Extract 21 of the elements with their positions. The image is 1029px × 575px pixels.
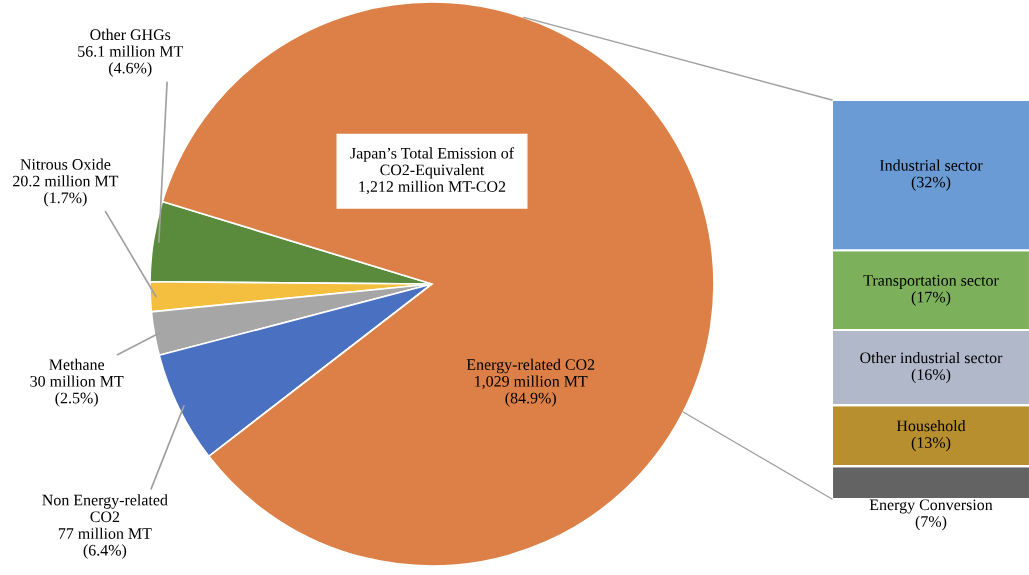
data-label: (16%) [911,368,951,384]
data-label: 20.2 million MT (1.7%) [13,175,119,207]
data-label: (17%) [911,291,951,306]
series-label: Energy Conversion [869,499,993,514]
series-label: Transportation sector [863,275,999,289]
series-label: Household [896,420,966,432]
data-label: 30 million MT (2.5%) [30,375,124,407]
slice-label: Non Energy-related CO2 [42,494,168,523]
text: Japan’s Total Emission of CO2-Equivalent 1,212 million MT-CO2 [350,147,515,195]
data-label: (13%) [911,436,951,452]
slice-label: Nitrous Oxide [20,158,111,170]
slice-label: Energy-related CO2 [466,358,595,374]
slice-label: Other GHGs [90,28,171,41]
data-label: (7%) [915,515,947,531]
data-label: 1,029 million MT (84.9%) [475,375,588,407]
data-label: 56.1 million MT (4.6%) [78,45,184,77]
data-label: (32%) [911,176,951,191]
slice-label: Methane [49,358,105,370]
data-label: 77 million MT (6.4%) [58,527,152,559]
series-label: Industrial sector [879,159,983,171]
series-label: Other industrial sector [860,351,1003,364]
